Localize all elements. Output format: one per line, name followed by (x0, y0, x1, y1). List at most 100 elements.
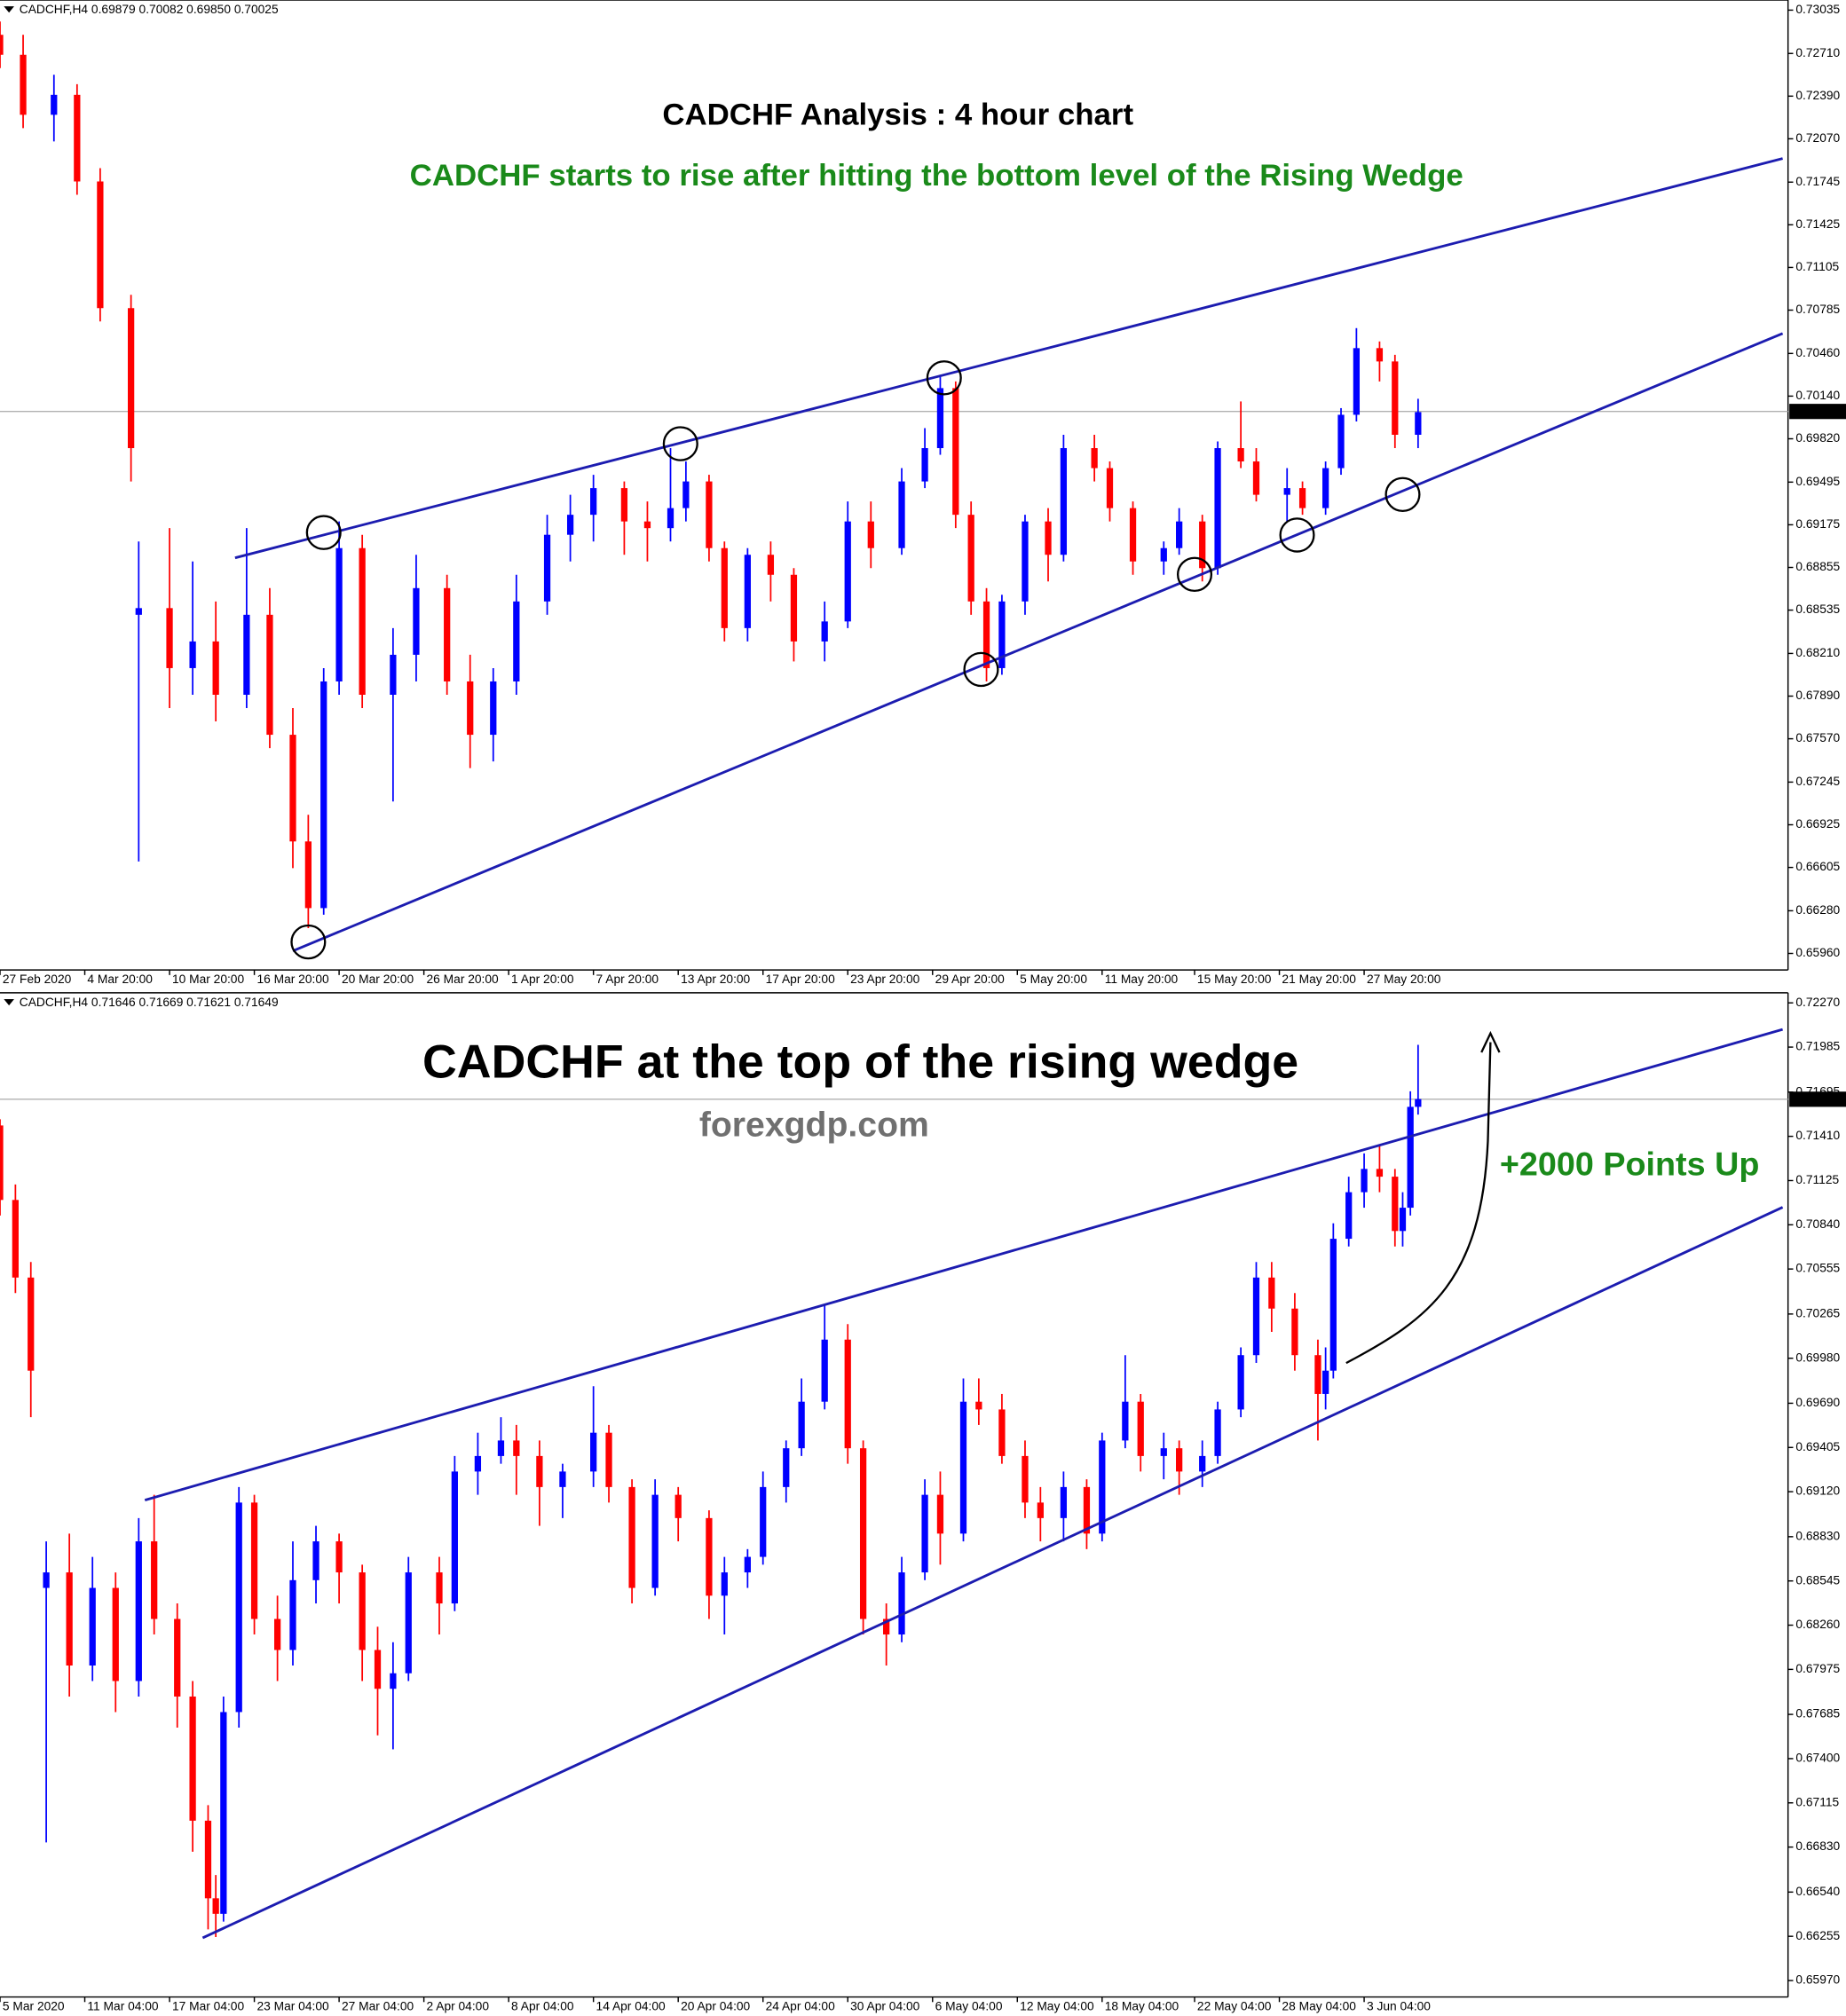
y-tick-label: 0.73035 (1795, 3, 1840, 16)
candle-body (335, 1541, 343, 1573)
y-tick-label: 0.72270 (1795, 996, 1840, 1009)
x-tick-label: 17 Mar 04:00 (172, 2000, 245, 2013)
candle-body (1122, 1401, 1129, 1441)
candle-body (413, 587, 420, 655)
x-tick-label: 5 May 20:00 (1020, 973, 1087, 986)
candle-body (1022, 1455, 1029, 1503)
candle-body (1329, 1239, 1337, 1371)
candle-body (859, 1448, 867, 1619)
y-tick-label: 0.71105 (1795, 260, 1839, 273)
candle-body (151, 1541, 158, 1619)
current-price-label: 0.70025 (1793, 404, 1837, 417)
y-tick-label: 0.70460 (1795, 346, 1840, 359)
candle-body (721, 547, 728, 628)
y-tick-label: 0.69175 (1795, 517, 1840, 531)
candle-body (1237, 1355, 1244, 1410)
candle-body (74, 94, 81, 182)
candle-body (243, 614, 250, 695)
candle-body (1199, 521, 1206, 569)
candle-body (651, 1494, 659, 1588)
candle-body (359, 547, 366, 695)
x-tick-label: 6 May 04:00 (935, 2000, 1003, 2013)
annotation-arrow (1345, 1042, 1492, 1365)
touch-marker (1176, 556, 1213, 593)
x-tick-label: 1 Apr 20:00 (511, 973, 574, 986)
candle-body (643, 521, 651, 529)
y-tick-label: 0.69495 (1795, 475, 1840, 488)
y-tick-label: 0.72710 (1795, 46, 1840, 59)
y-tick-label: 0.69120 (1795, 1484, 1840, 1498)
candle-body (513, 1440, 520, 1456)
candle-body (1407, 1106, 1414, 1209)
x-tick-label: 13 Apr 20:00 (681, 973, 751, 986)
candle-body (1345, 1192, 1353, 1240)
annotation: +2000 Points Up (1500, 1146, 1760, 1183)
candle-body (921, 1494, 928, 1573)
y-tick-label: 0.71410 (1795, 1129, 1840, 1142)
candle-body (1106, 468, 1114, 508)
touch-marker (662, 426, 698, 461)
candle-body (867, 521, 874, 548)
candle-body (127, 308, 135, 449)
candle-body (497, 1440, 505, 1456)
x-tick-label: 11 May 20:00 (1105, 973, 1179, 986)
chart-header: CADCHF,H4 0.69879 0.70082 0.69850 0.7002… (20, 3, 279, 16)
candle-body (952, 388, 959, 516)
candle-body (66, 1572, 73, 1666)
touch-marker (290, 924, 327, 960)
x-tick-label: 3 Jun 04:00 (1367, 2000, 1431, 2013)
candle-body (1415, 412, 1422, 435)
candle-body (1160, 547, 1167, 562)
candle-body (844, 1339, 851, 1449)
candle-body (744, 555, 751, 628)
candle-body (767, 555, 775, 575)
candle-body (760, 1486, 767, 1557)
x-tick-label: 21 May 20:00 (1282, 973, 1356, 986)
trend-line (144, 1028, 1784, 1501)
candle-body (1283, 488, 1290, 495)
y-tick-label: 0.66540 (1795, 1885, 1840, 1898)
y-tick-label: 0.66925 (1795, 817, 1840, 831)
candle-body (682, 481, 690, 508)
candle-body (436, 1572, 443, 1604)
y-tick-label: 0.70840 (1795, 1217, 1840, 1231)
x-tick-label: 18 May 04:00 (1105, 2000, 1179, 2013)
arrow-head (1480, 1030, 1501, 1053)
x-tick-label: 5 Mar 2020 (3, 2000, 65, 2013)
x-tick-label: 2 Apr 04:00 (427, 2000, 490, 2013)
y-tick-label: 0.67245 (1795, 775, 1840, 788)
y-tick-label: 0.71125 (1795, 1173, 1839, 1186)
candle-body (1392, 1177, 1399, 1232)
candle-body (620, 488, 628, 522)
y-tick-label: 0.66605 (1795, 860, 1840, 873)
candle-body (998, 601, 1006, 668)
candle-body (559, 1471, 566, 1487)
candle-body (936, 1494, 944, 1534)
candle-body (304, 841, 312, 909)
candle-body (883, 1618, 890, 1635)
candle-body (590, 488, 597, 516)
candle-body (628, 1486, 635, 1588)
candle-body (1137, 1401, 1144, 1456)
y-tick-label: 0.70265 (1795, 1307, 1840, 1320)
x-tick-label: 17 Apr 20:00 (766, 973, 836, 986)
candle-body (975, 1401, 982, 1410)
x-tick-label: 16 Mar 20:00 (256, 973, 329, 986)
candle-body (674, 1494, 682, 1518)
candle-body (43, 1572, 50, 1588)
candle-body (1322, 468, 1329, 508)
candle-body (783, 1448, 790, 1487)
candle-body (1392, 361, 1399, 435)
candle-body (982, 601, 990, 668)
touch-marker (926, 360, 962, 396)
candle-body (798, 1401, 805, 1449)
candle-body (1060, 448, 1068, 555)
chart-header: CADCHF,H4 0.71646 0.71669 0.71621 0.7164… (20, 996, 279, 1009)
candle-body (1353, 348, 1361, 415)
candle-body (1176, 1448, 1183, 1472)
current-price-label: 0.71649 (1793, 1092, 1837, 1106)
candle-body (1045, 521, 1052, 555)
y-tick-label: 0.68855 (1795, 560, 1840, 573)
candle-body (1252, 461, 1260, 495)
